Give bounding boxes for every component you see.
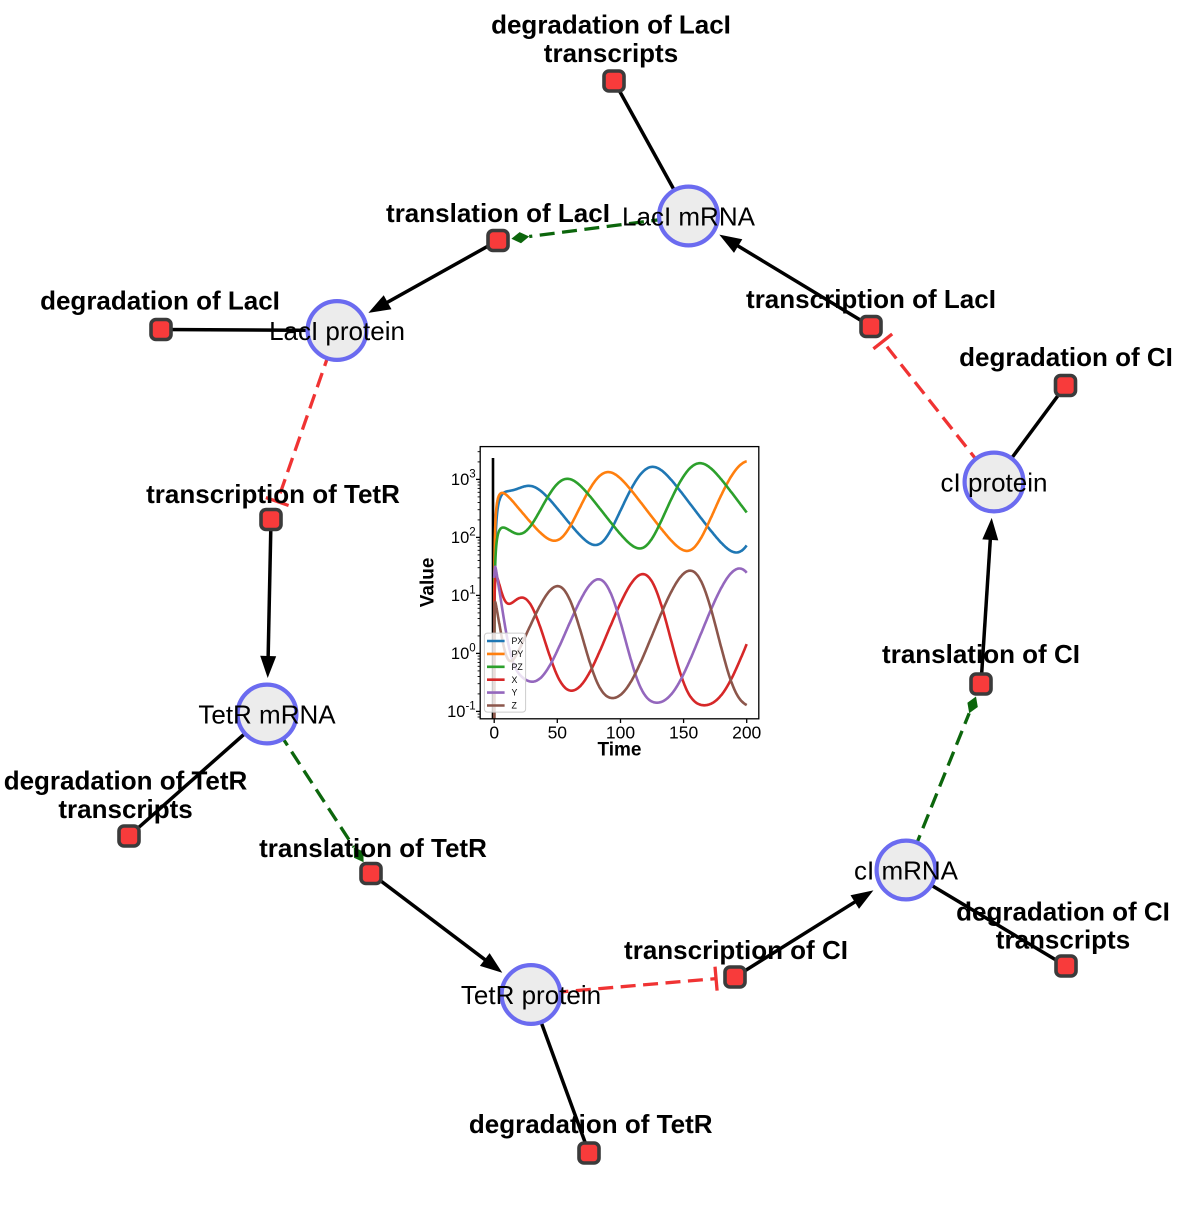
svg-text:translation of LacI: translation of LacI xyxy=(386,198,610,228)
svg-text:LacI mRNA: LacI mRNA xyxy=(622,202,756,232)
svg-text:150: 150 xyxy=(669,722,698,742)
svg-text:200: 200 xyxy=(732,722,761,742)
svg-text:translation of CI: translation of CI xyxy=(882,639,1080,669)
svg-text:degradation of LacI: degradation of LacI xyxy=(491,10,731,40)
svg-text:PZ: PZ xyxy=(512,662,524,672)
svg-text:degradation of CI: degradation of CI xyxy=(956,896,1170,926)
svg-text:transcripts: transcripts xyxy=(996,925,1130,955)
svg-text:LacI protein: LacI protein xyxy=(269,316,405,346)
svg-text:Z: Z xyxy=(512,701,518,711)
svg-text:TetR mRNA: TetR mRNA xyxy=(198,700,336,730)
svg-text:transcripts: transcripts xyxy=(58,794,192,824)
svg-text:X: X xyxy=(512,675,518,685)
svg-text:transcription of LacI: transcription of LacI xyxy=(746,284,996,314)
svg-text:Y: Y xyxy=(512,688,518,698)
svg-text:Value: Value xyxy=(418,558,439,608)
svg-text:PY: PY xyxy=(512,649,524,659)
svg-text:100: 100 xyxy=(606,722,635,742)
svg-text:PX: PX xyxy=(512,636,524,646)
svg-text:50: 50 xyxy=(548,722,568,742)
svg-text:0: 0 xyxy=(489,722,499,742)
svg-text:transcription of TetR: transcription of TetR xyxy=(146,479,400,509)
svg-text:degradation of TetR: degradation of TetR xyxy=(4,766,248,796)
svg-text:translation of TetR: translation of TetR xyxy=(259,833,487,863)
svg-text:cI protein: cI protein xyxy=(941,468,1048,498)
svg-text:transcription of CI: transcription of CI xyxy=(624,935,848,965)
svg-text:degradation of LacI: degradation of LacI xyxy=(40,286,280,316)
svg-text:degradation of TetR: degradation of TetR xyxy=(469,1109,713,1139)
svg-text:Time: Time xyxy=(597,740,641,761)
svg-text:cI mRNA: cI mRNA xyxy=(854,856,959,886)
svg-text:TetR protein: TetR protein xyxy=(461,980,601,1010)
svg-text:degradation of CI: degradation of CI xyxy=(959,342,1173,372)
svg-text:transcripts: transcripts xyxy=(544,38,678,68)
